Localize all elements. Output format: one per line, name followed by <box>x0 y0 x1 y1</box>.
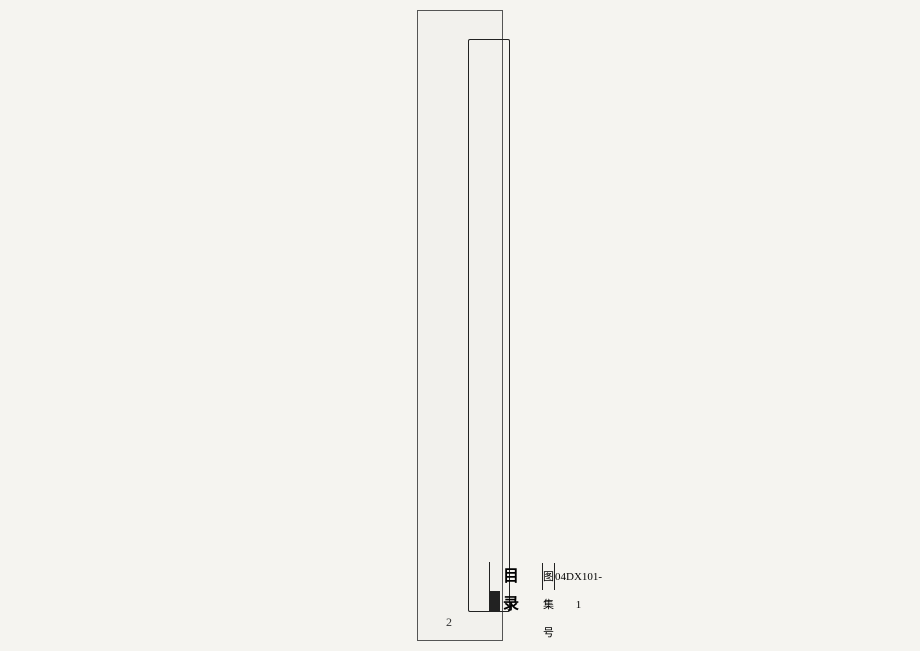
set-value: 04DX101-1 <box>554 563 602 590</box>
page-value: 1-2 <box>499 591 500 611</box>
printed-page-number: 2 <box>446 615 452 630</box>
set-label: 图集号 <box>542 563 554 590</box>
title-block: 目 录 图集号 04DX101-1 审核 李立晓 青云峰 校对 李炳华 李炳华 … <box>489 562 490 611</box>
doc-title: 目 录 <box>490 563 542 590</box>
document-page: 图名 页 页次 高低压开关柜通道最小宽度4-130室内、外配电装置的最小电气安全… <box>417 10 503 641</box>
content-frame: 图名 页 页次 高低压开关柜通道最小宽度4-130室内、外配电装置的最小电气安全… <box>468 39 510 612</box>
